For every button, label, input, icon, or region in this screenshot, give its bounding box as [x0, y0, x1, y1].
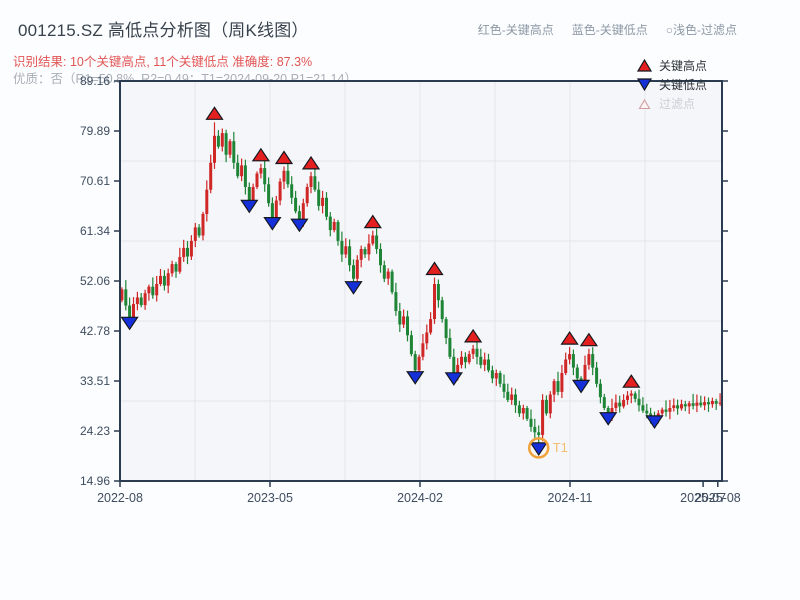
y-axis: 89.16 79.89 70.61 61.34 52.06 42.78 33.51 24.23… — [80, 74, 728, 488]
legend-item-key-high: 关键高点 — [637, 58, 708, 73]
key-low-triangle-icon — [637, 77, 652, 91]
x-axis-label: 2023-05 — [247, 491, 293, 505]
key-high-markers — [205, 106, 641, 388]
key-low-marker — [290, 218, 309, 233]
key-high-marker — [425, 261, 444, 276]
key-low-marker — [599, 412, 618, 426]
chart-legend: 关键高点 关键低点 过滤点 — [637, 58, 708, 111]
y-axis-label: 42.78 — [80, 324, 110, 338]
key-high-marker — [301, 155, 321, 170]
key-low-marker — [406, 371, 425, 385]
x-axis-label: 2024-11 — [548, 491, 593, 505]
key-low-marker — [571, 379, 591, 394]
x-axis-label: 2025-07 — [680, 491, 726, 505]
key-high-marker — [622, 374, 641, 388]
key-low-marker — [120, 316, 139, 331]
x-axis-label: 2025-08 — [695, 491, 741, 505]
key-high-marker — [205, 106, 224, 120]
legend-label-key-low: 关键低点 — [659, 77, 708, 92]
y-axis-label: 14.96 — [80, 474, 110, 488]
filter-point-triangle-icon — [638, 98, 651, 109]
y-axis-label: 33.51 — [80, 374, 110, 388]
t1-ring — [527, 437, 550, 459]
plot-background — [120, 81, 722, 481]
legend-label-filtered: 过滤点 — [659, 96, 696, 111]
key-high-triangle-icon — [637, 58, 652, 72]
key-low-markers — [120, 199, 664, 456]
t1-annotation: T1 — [527, 437, 568, 459]
key-high-marker — [579, 332, 599, 347]
color-key-low: 蓝色-关键低点 — [571, 23, 648, 37]
key-low-marker — [240, 199, 259, 214]
key-high-marker — [463, 328, 483, 343]
key-high-marker — [251, 147, 271, 162]
x-axis-label: 2024-02 — [397, 491, 443, 505]
key-high-marker — [560, 331, 579, 345]
page-title: 001215.SZ 高低点分析图（周K线图） — [18, 21, 309, 40]
key-low-marker — [344, 281, 363, 295]
color-key: 红色-关键高点 蓝色-关键低点 ○浅色-过滤点 — [478, 21, 737, 38]
y-axis-label: 79.89 — [80, 124, 110, 138]
color-key-high: 红色-关键高点 — [477, 23, 554, 37]
legend-item-key-low: 关键低点 — [637, 77, 708, 92]
legend-item-filtered: 过滤点 — [637, 96, 707, 111]
legend-label-key-high: 关键高点 — [659, 58, 708, 73]
key-low-marker — [263, 217, 282, 231]
candlestick-series — [120, 122, 722, 448]
t1-label: T1 — [553, 440, 568, 455]
y-axis-label: 70.61 — [80, 174, 110, 188]
y-axis-label: 52.06 — [80, 274, 110, 288]
grid — [120, 81, 722, 481]
key-high-marker — [363, 214, 382, 229]
key-low-marker — [529, 442, 548, 456]
color-key-filtered: ○浅色-过滤点 — [665, 23, 737, 37]
x-axis: 2022-08 2023-05 2024-02 2024-11 2025-072025-… — [97, 481, 741, 505]
y-axis-label: 24.23 — [80, 424, 110, 438]
y-axis-label: 61.34 — [80, 224, 110, 238]
y-axis-label: 89.16 — [80, 74, 110, 88]
key-high-marker — [274, 150, 294, 165]
recognition-result: 识别结果: 10个关键高点, 11个关键低点 准确度: 87.3% — [13, 55, 313, 69]
key-low-marker — [645, 415, 664, 429]
x-axis-label: 2022-08 — [97, 491, 143, 505]
key-low-marker — [444, 372, 463, 386]
